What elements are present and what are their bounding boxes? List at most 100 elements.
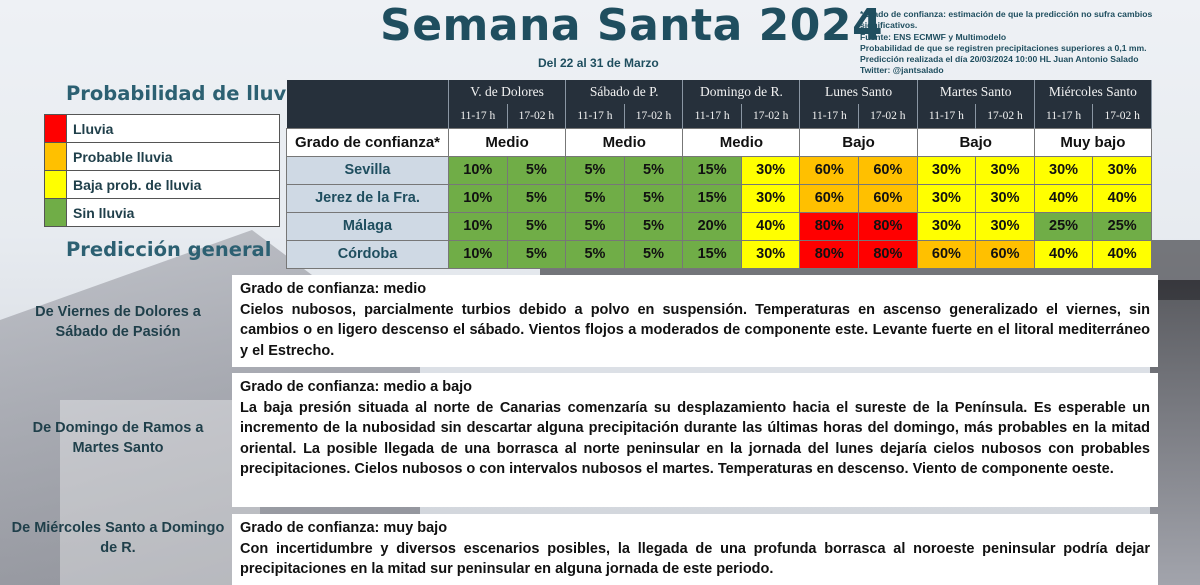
note-line: Fuente: ENS ECMWF y Multimodelo: [860, 31, 1007, 42]
date-range: Del 22 al 31 de Marzo: [538, 56, 659, 70]
legend-label: Sin lluvia: [66, 198, 280, 227]
page-title: Semana Santa 2024: [380, 0, 884, 51]
period-forecast-box: Grado de confianza: muy bajo Con incertid…: [232, 514, 1158, 585]
legend-swatch: [44, 198, 67, 227]
city-name: Jerez de la Fra.: [286, 183, 449, 213]
day-header: Domingo de R.: [682, 80, 801, 104]
rain-probability-cell: 30%: [1033, 155, 1094, 185]
rain-probability-cell: 40%: [1033, 183, 1094, 213]
source-notes: *Grado de confianza: estimación de que l…: [860, 9, 1200, 77]
rain-probability-cell: 40%: [740, 211, 801, 241]
day-header: Miércoles Santo: [1033, 80, 1153, 104]
time-slot-header: 11-17 h: [799, 104, 860, 128]
period-confidence: Grado de confianza: medio: [240, 281, 427, 297]
rain-probability-cell: 5%: [506, 183, 567, 213]
confidence-label: Grado de confianza*: [286, 127, 449, 157]
rain-probability-cell: 5%: [565, 155, 625, 185]
confidence-value: Bajo: [799, 127, 918, 157]
confidence-value: Medio: [682, 127, 801, 157]
time-slot-header: 11-17 h: [916, 104, 977, 128]
general-forecast-heading: Predicción general: [66, 238, 272, 261]
rain-probability-cell: 40%: [1033, 239, 1094, 269]
period-label: De Miércoles Santo a Domingo de R.: [11, 520, 225, 556]
time-slot-header: 17-02 h: [740, 104, 801, 128]
confidence-value: Bajo: [916, 127, 1035, 157]
rain-probability-cell: 60%: [799, 183, 860, 213]
day-header: V. de Dolores: [447, 80, 567, 104]
rain-probability-cell: 10%: [448, 183, 508, 213]
rain-probability-cell: 40%: [1092, 239, 1152, 269]
rain-probability-cell: 60%: [858, 155, 918, 185]
rain-probability-cell: 30%: [916, 211, 977, 241]
rain-probability-cell: 80%: [858, 239, 918, 269]
confidence-row: Grado de confianza* Medio Medio Medio Bajo Ba…: [286, 127, 1153, 157]
time-slot-header: 11-17 h: [448, 104, 508, 128]
note-line: *Grado de confianza: estimación de que l…: [860, 9, 1153, 31]
city-row: Sevilla 10% 5% 5% 5% 15% 30% 60% 60% 30% 30% 30% 30%: [286, 155, 1152, 185]
rain-probability-cell: 15%: [682, 183, 742, 213]
rain-probability-cell: 5%: [623, 211, 684, 241]
time-slot-header: 17-02 h: [975, 104, 1035, 128]
legend-swatch: [44, 170, 67, 199]
rain-probability-cell: 30%: [975, 155, 1035, 185]
rain-probability-cell: 25%: [1033, 211, 1094, 241]
legend-row: Sin lluvia: [44, 198, 280, 227]
rain-probability-cell: 25%: [1092, 211, 1152, 241]
rain-probability-cell: 5%: [565, 211, 625, 241]
time-slot-header: 11-17 h: [682, 104, 742, 128]
rain-probability-cell: 10%: [448, 155, 508, 185]
rain-probability-cell: 80%: [858, 211, 918, 241]
note-line: Twitter: @jantsalado: [860, 65, 944, 76]
rain-probability-cell: 5%: [623, 183, 684, 213]
period-text: Con incertidumbre y diversos escenarios …: [240, 540, 1150, 578]
rain-probability-cell: 5%: [506, 155, 567, 185]
rain-probability-cell: 30%: [740, 155, 801, 185]
rain-probability-cell: 30%: [916, 183, 977, 213]
time-slot-header: 17-02 h: [506, 104, 567, 128]
rain-probability-cell: 5%: [506, 211, 567, 241]
time-slot-header: 17-02 h: [1092, 104, 1152, 128]
city-row: Málaga 10% 5% 5% 5% 20% 40% 80% 80% 30% 30% 25% 25%: [286, 211, 1152, 241]
period-label: De Viernes de Dolores a Sábado de Pasión: [35, 304, 201, 340]
rain-probability-cell: 30%: [1092, 155, 1152, 185]
legend-row: Lluvia: [44, 114, 280, 143]
rain-probability-cell: 15%: [682, 239, 742, 269]
note-line: Probabilidad de que se registren precipi…: [860, 42, 1147, 53]
period-forecast-box: Grado de confianza: medio Cielos nubosos,…: [232, 275, 1158, 367]
rain-probability-cell: 30%: [916, 155, 977, 185]
rain-probability-cell: 30%: [975, 211, 1035, 241]
legend-row: Probable lluvia: [44, 142, 280, 171]
period-label: De Domingo de Ramos a Martes Santo: [32, 420, 204, 456]
rain-probability-cell: 5%: [565, 183, 625, 213]
time-slot-header: 11-17 h: [1033, 104, 1094, 128]
period-confidence: Grado de confianza: muy bajo: [240, 520, 448, 536]
rain-probability-cell: 5%: [623, 155, 684, 185]
confidence-value: Medio: [565, 127, 684, 157]
day-header: Martes Santo: [916, 80, 1035, 104]
legend-label: Lluvia: [66, 114, 280, 143]
note-line: Predicción realizada el día 20/03/2024 1…: [860, 54, 1139, 65]
table-corner: [286, 80, 449, 128]
confidence-value: Muy bajo: [1033, 127, 1153, 157]
time-slot-header: 11-17 h: [565, 104, 625, 128]
city-name: Málaga: [286, 211, 449, 241]
period-forecast-box: Grado de confianza: medio a bajo La baja …: [232, 373, 1158, 507]
time-slot-header: 17-02 h: [858, 104, 918, 128]
rain-probability-cell: 5%: [506, 239, 567, 269]
day-header: Sábado de P.: [565, 80, 684, 104]
rain-probability-cell: 40%: [1092, 183, 1152, 213]
rain-probability-cell: 5%: [565, 239, 625, 269]
day-header: Lunes Santo: [799, 80, 918, 104]
confidence-value: Medio: [447, 127, 567, 157]
forecast-table: V. de Dolores Sábado de P. Domingo de R. Lu…: [286, 80, 1153, 269]
rain-probability-cell: 20%: [682, 211, 742, 241]
rain-probability-cell: 5%: [623, 239, 684, 269]
city-name: Córdoba: [286, 239, 449, 269]
rain-probability-cell: 80%: [799, 211, 860, 241]
rain-probability-cell: 60%: [858, 183, 918, 213]
period-confidence: Grado de confianza: medio a bajo: [240, 379, 473, 395]
city-name: Sevilla: [286, 155, 449, 185]
legend-label: Probable lluvia: [66, 142, 280, 171]
legend-label: Baja prob. de lluvia: [66, 170, 280, 199]
rain-probability-cell: 60%: [799, 155, 860, 185]
